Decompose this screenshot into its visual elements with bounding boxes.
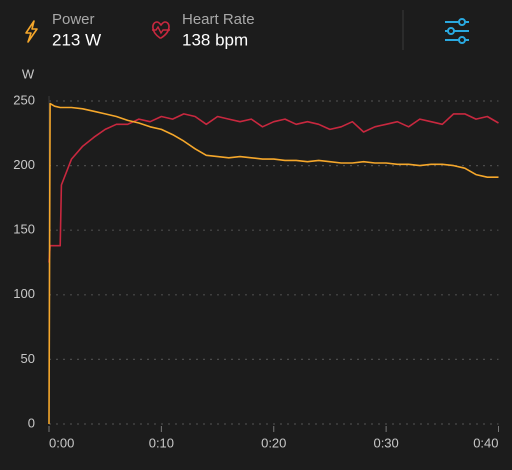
settings-button[interactable] (445, 18, 469, 44)
x-tick-label: 0:00 (49, 435, 74, 450)
y-tick-label: 0 (28, 415, 35, 430)
heart-icon (152, 21, 170, 39)
y-tick-label: 150 (13, 222, 35, 237)
x-tick-label: 0:20 (261, 435, 286, 450)
hr-value: 138 bpm (182, 30, 248, 49)
y-axis-label: W (22, 66, 35, 81)
x-tick-label: 0:30 (373, 435, 398, 450)
heart-pulse (152, 25, 170, 35)
x-tick-label: 0:10 (149, 435, 174, 450)
y-tick-label: 250 (13, 92, 35, 107)
y-tick-label: 100 (13, 286, 35, 301)
plot: 0 50 100 150 200 250 0:00 0:10 0:20 0:30 0:40 (13, 92, 499, 450)
power-value: 213 W (52, 30, 101, 49)
series-line (48, 113, 499, 263)
x-tick-label: 0:40 (473, 435, 498, 450)
series-line (48, 102, 499, 425)
power-icon (25, 20, 38, 43)
power-label: Power (52, 11, 95, 28)
y-tick-label: 200 (13, 157, 35, 172)
y-tick-label: 50 (21, 351, 35, 366)
hr-label: Heart Rate (182, 11, 255, 28)
